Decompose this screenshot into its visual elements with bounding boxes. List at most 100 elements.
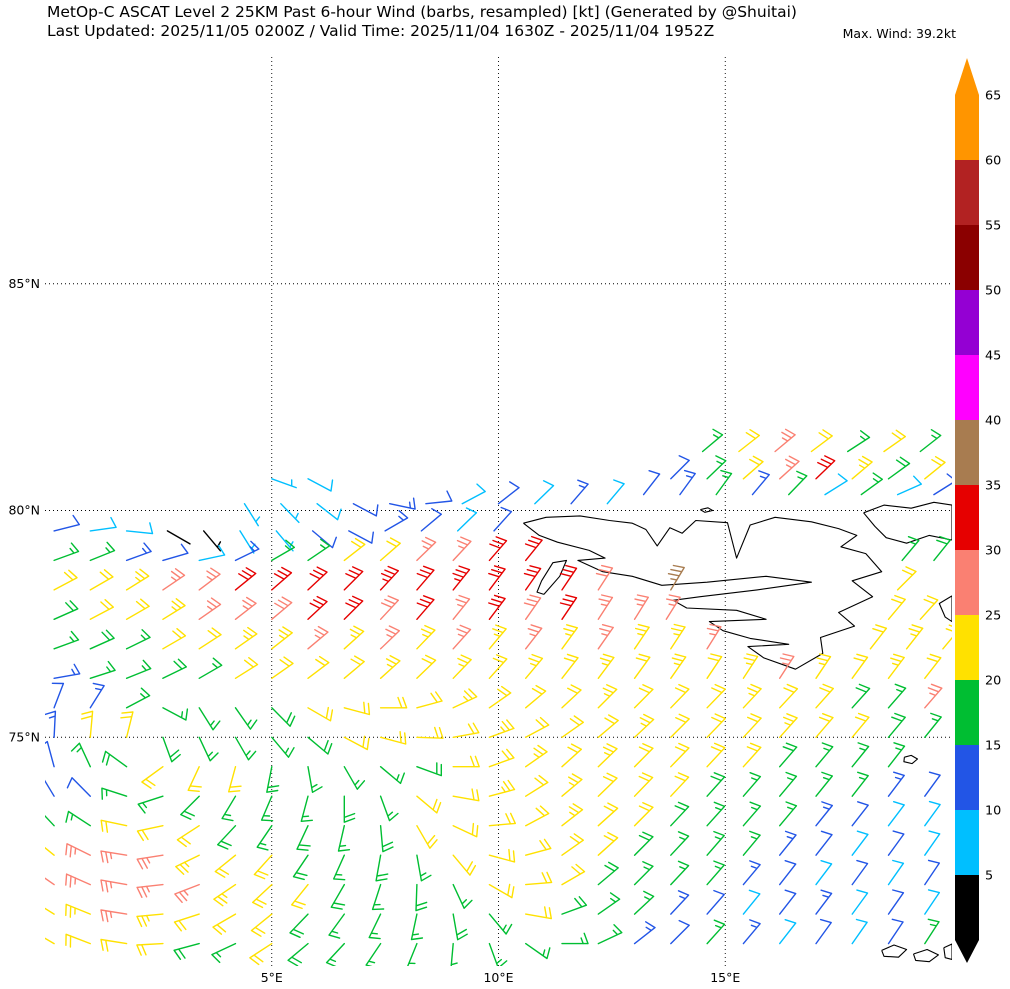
wind-barb [488, 624, 507, 650]
wind-barb [100, 879, 128, 893]
wind-barb [597, 831, 619, 856]
wind-barb [120, 711, 134, 738]
wind-barb [420, 508, 442, 532]
wind-barb [851, 683, 871, 709]
coastline-path [523, 515, 883, 670]
wind-barb [316, 503, 342, 521]
wind-barb [670, 801, 690, 827]
wind-barb [887, 653, 905, 679]
chart-title: MetOp-C ASCAT Level 2 25KM Past 6-hour W… [47, 3, 797, 21]
wind-barb [234, 540, 260, 562]
wind-barb [252, 883, 273, 909]
wind-barb [742, 860, 761, 886]
wind-barb [896, 566, 917, 591]
wind-barb [452, 788, 480, 802]
wind-barb [633, 743, 654, 768]
colorbar: 5 10 15 20 25 30 35 40 45 50 55 60 65 [955, 58, 1001, 963]
wind-barb [271, 539, 295, 562]
wind-barb [525, 624, 543, 650]
wind-barb [198, 657, 223, 679]
wind-barb [919, 429, 942, 453]
wind-barb [883, 429, 906, 453]
wind-barb [706, 860, 725, 886]
wind-barb [45, 779, 55, 797]
coastline-path [700, 507, 714, 513]
wind-barb [180, 795, 200, 820]
wind-barb [337, 825, 351, 852]
wind-barb [198, 597, 222, 620]
wind-barb [325, 942, 345, 966]
wind-barb [234, 626, 258, 650]
colorbar-tick-label: 25 [985, 609, 1001, 624]
wind-barb [488, 536, 508, 562]
wind-barb [851, 801, 869, 827]
colorbar-band [955, 745, 979, 810]
wind-barb [125, 598, 150, 620]
wind-barb [101, 750, 128, 768]
colorbar-band [955, 550, 979, 615]
wind-barb [234, 567, 257, 591]
wind-barb [633, 623, 650, 650]
wind-barb [198, 567, 221, 591]
wind-barb [352, 503, 379, 517]
wind-barb [896, 475, 922, 496]
wind-barb [779, 889, 797, 915]
wind-barb [815, 771, 833, 797]
wind-barb [815, 713, 834, 738]
wind-barb [706, 801, 726, 827]
wind-barb [70, 742, 91, 768]
wind-barb [416, 565, 435, 591]
wind-barb [488, 685, 512, 709]
wind-barb [416, 624, 436, 650]
wind-barb [523, 594, 542, 620]
wind-barb [742, 830, 761, 856]
wind-barb [452, 688, 478, 709]
wind-barb [307, 625, 329, 650]
colorbar-tick-label: 5 [985, 869, 993, 884]
wind-barb [228, 766, 242, 793]
wind-barb [213, 883, 237, 907]
wind-barb [597, 594, 614, 620]
wind-barb [887, 683, 907, 709]
wind-barb [416, 795, 442, 814]
wind-barb [715, 469, 733, 496]
wind-barb [815, 455, 836, 480]
wind-barb [166, 530, 191, 545]
wind-barb [452, 722, 480, 738]
wind-barb [851, 712, 870, 738]
wind-barb [101, 787, 128, 800]
wind-barb [416, 762, 442, 777]
wind-barb [488, 654, 508, 679]
wind-barb [343, 655, 365, 679]
wind-barb [416, 536, 437, 562]
wind-barb [343, 701, 371, 716]
colorbar-band [955, 615, 979, 680]
wind-barb [597, 684, 618, 709]
wind-barb [738, 429, 760, 453]
wind-barb [125, 687, 151, 709]
wind-barb [706, 772, 726, 797]
wind-barb [307, 655, 330, 679]
wind-barb [706, 742, 726, 768]
wind-barb [488, 594, 506, 620]
coastlines [523, 501, 952, 963]
wind-barb [815, 683, 834, 709]
wind-barb [701, 428, 724, 453]
wind-barb [924, 456, 946, 480]
wind-barb [559, 564, 578, 591]
wind-barb [525, 838, 552, 856]
wind-barb [343, 566, 364, 591]
wind-barb [524, 535, 543, 562]
wind-barb [234, 657, 259, 679]
wind-barb [416, 825, 438, 849]
wind-barb [250, 913, 273, 937]
colorbar-band [955, 160, 979, 225]
wind-barb [300, 795, 313, 822]
wind-barb [260, 795, 274, 822]
wind-barb [292, 854, 309, 881]
wind-barb [561, 653, 579, 679]
wind-barb [45, 710, 57, 738]
wind-barb [887, 859, 905, 886]
wind-barb [597, 802, 619, 827]
